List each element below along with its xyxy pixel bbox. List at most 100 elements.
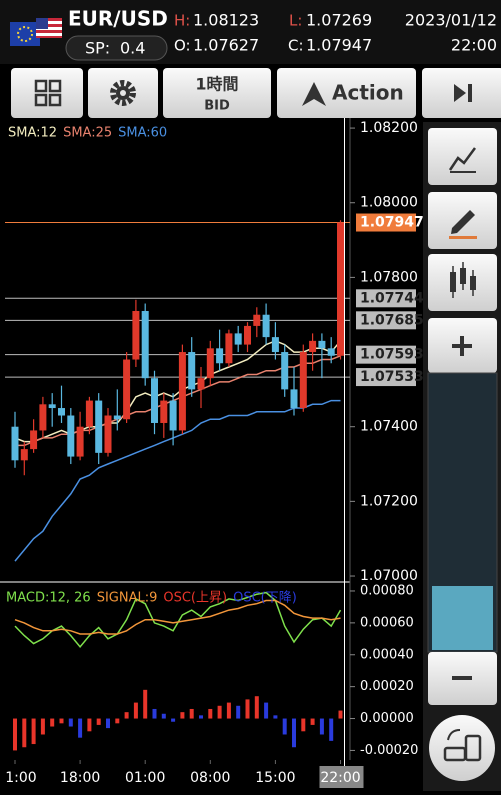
macd-legend-entry: SIGNAL:9 bbox=[97, 591, 158, 606]
y-tick-label: 1.08200 bbox=[360, 120, 418, 136]
candle-body bbox=[337, 222, 344, 356]
osc-bar bbox=[59, 718, 64, 724]
osc-bar bbox=[87, 718, 92, 732]
osc-bar bbox=[180, 712, 185, 719]
high-value: 1.08123 bbox=[193, 11, 259, 30]
candle-body bbox=[290, 389, 298, 409]
candle-body bbox=[169, 400, 177, 431]
level-label: 1.07533 bbox=[360, 369, 424, 385]
candle-body bbox=[30, 430, 38, 450]
osc-bar bbox=[68, 718, 73, 727]
candle-body bbox=[20, 449, 28, 461]
osc-bar bbox=[189, 708, 194, 719]
chart: 1.08200 1.08000 1.07800 1.07400 1.07200 1.070… bbox=[0, 118, 424, 788]
spread-label: SP: bbox=[85, 39, 110, 58]
draw-button[interactable] bbox=[428, 192, 497, 249]
legend-entry: SMA:60 bbox=[118, 126, 167, 141]
y-tick-label: 1.08000 bbox=[360, 195, 418, 211]
action-label: Action bbox=[332, 81, 404, 105]
osc-bar bbox=[199, 715, 203, 719]
close-label: C: bbox=[288, 37, 304, 55]
osc-bar bbox=[301, 718, 306, 732]
candle-body bbox=[216, 348, 224, 364]
candle-body bbox=[244, 325, 251, 345]
candle-body bbox=[178, 352, 186, 431]
zoom-thumb[interactable] bbox=[432, 586, 493, 650]
candle-body bbox=[327, 348, 335, 356]
settings-button[interactable] bbox=[88, 68, 158, 118]
play-button[interactable] bbox=[422, 68, 501, 118]
spread-pill bbox=[65, 35, 168, 61]
zoom-in-button[interactable] bbox=[428, 318, 497, 373]
candle-body bbox=[104, 415, 112, 453]
osc-bar bbox=[106, 718, 110, 729]
osc-bar bbox=[124, 712, 129, 719]
candle-button[interactable] bbox=[428, 254, 497, 311]
osc-bar bbox=[292, 718, 296, 748]
symbol: EUR/USD bbox=[68, 7, 168, 31]
osc-bar bbox=[171, 718, 176, 722]
macd-legend-entry: OSC(下降) bbox=[233, 591, 297, 606]
osc-bar bbox=[254, 696, 259, 719]
candle-body bbox=[141, 310, 149, 379]
macd-legend-entry: OSC(上昇) bbox=[163, 591, 227, 606]
flag-icon bbox=[10, 18, 62, 46]
candle-body bbox=[95, 400, 103, 453]
candle-body bbox=[318, 340, 326, 349]
action-button[interactable]: Action bbox=[277, 68, 416, 118]
candle-body bbox=[48, 404, 56, 409]
level-label-box bbox=[356, 368, 416, 387]
osc-bar bbox=[50, 718, 55, 727]
macd-tick-label: 0.00000 bbox=[360, 711, 414, 726]
low-label: L: bbox=[289, 12, 302, 30]
candle-body bbox=[271, 337, 279, 353]
current-time-box bbox=[319, 766, 364, 788]
candle-body bbox=[11, 426, 19, 461]
osc-bar bbox=[208, 708, 213, 719]
y-tick-label: 1.07200 bbox=[360, 493, 418, 509]
time: 22:00 bbox=[451, 36, 497, 55]
macd-tick-label: 0.00080 bbox=[360, 583, 414, 598]
indicator-button[interactable] bbox=[428, 128, 497, 185]
level-label: 1.07685 bbox=[360, 312, 424, 328]
x-tick-label: 01:00 bbox=[125, 770, 165, 786]
candle-body bbox=[132, 310, 140, 360]
zoom-out-button[interactable] bbox=[428, 652, 497, 705]
open-label: O: bbox=[174, 37, 191, 55]
candle-body bbox=[197, 378, 205, 390]
osc-bar bbox=[13, 718, 17, 751]
macd-tick-label: 0.00040 bbox=[360, 647, 414, 662]
macd-legend-entry: MACD:12, 26 bbox=[6, 591, 91, 606]
rotate-button[interactable] bbox=[429, 715, 495, 781]
osc-bar bbox=[226, 702, 231, 719]
osc-bar bbox=[78, 718, 83, 738]
candle-body bbox=[151, 378, 158, 423]
y-tick-label: 1.07800 bbox=[360, 269, 418, 285]
spread-value: 0.4 bbox=[120, 39, 145, 58]
x-tick-label: 22:00 bbox=[320, 770, 360, 786]
candle-body bbox=[253, 314, 261, 326]
candle-body bbox=[76, 426, 84, 457]
timeframe: 1時間 bbox=[195, 75, 238, 94]
osc-bar bbox=[329, 718, 334, 741]
macd-tick-label: -0.00020 bbox=[360, 743, 418, 758]
candle-body bbox=[309, 340, 317, 353]
candle-body bbox=[113, 415, 121, 420]
candle-body bbox=[39, 404, 47, 431]
timeframe-button[interactable]: 1時間 BID bbox=[163, 68, 271, 118]
osc-bar bbox=[236, 705, 241, 719]
osc-bar bbox=[152, 708, 157, 719]
level-label-box bbox=[356, 311, 416, 330]
osc-bar bbox=[115, 718, 120, 724]
osc-bar bbox=[338, 710, 343, 719]
level-label-box bbox=[356, 213, 416, 232]
sma-line bbox=[14, 399, 341, 562]
grid-button[interactable] bbox=[11, 68, 83, 118]
candle-body bbox=[225, 333, 233, 364]
candle-body bbox=[67, 415, 75, 457]
osc-bar bbox=[40, 718, 45, 735]
legend-entry: SMA:25 bbox=[63, 126, 112, 141]
osc-bar bbox=[282, 718, 287, 735]
